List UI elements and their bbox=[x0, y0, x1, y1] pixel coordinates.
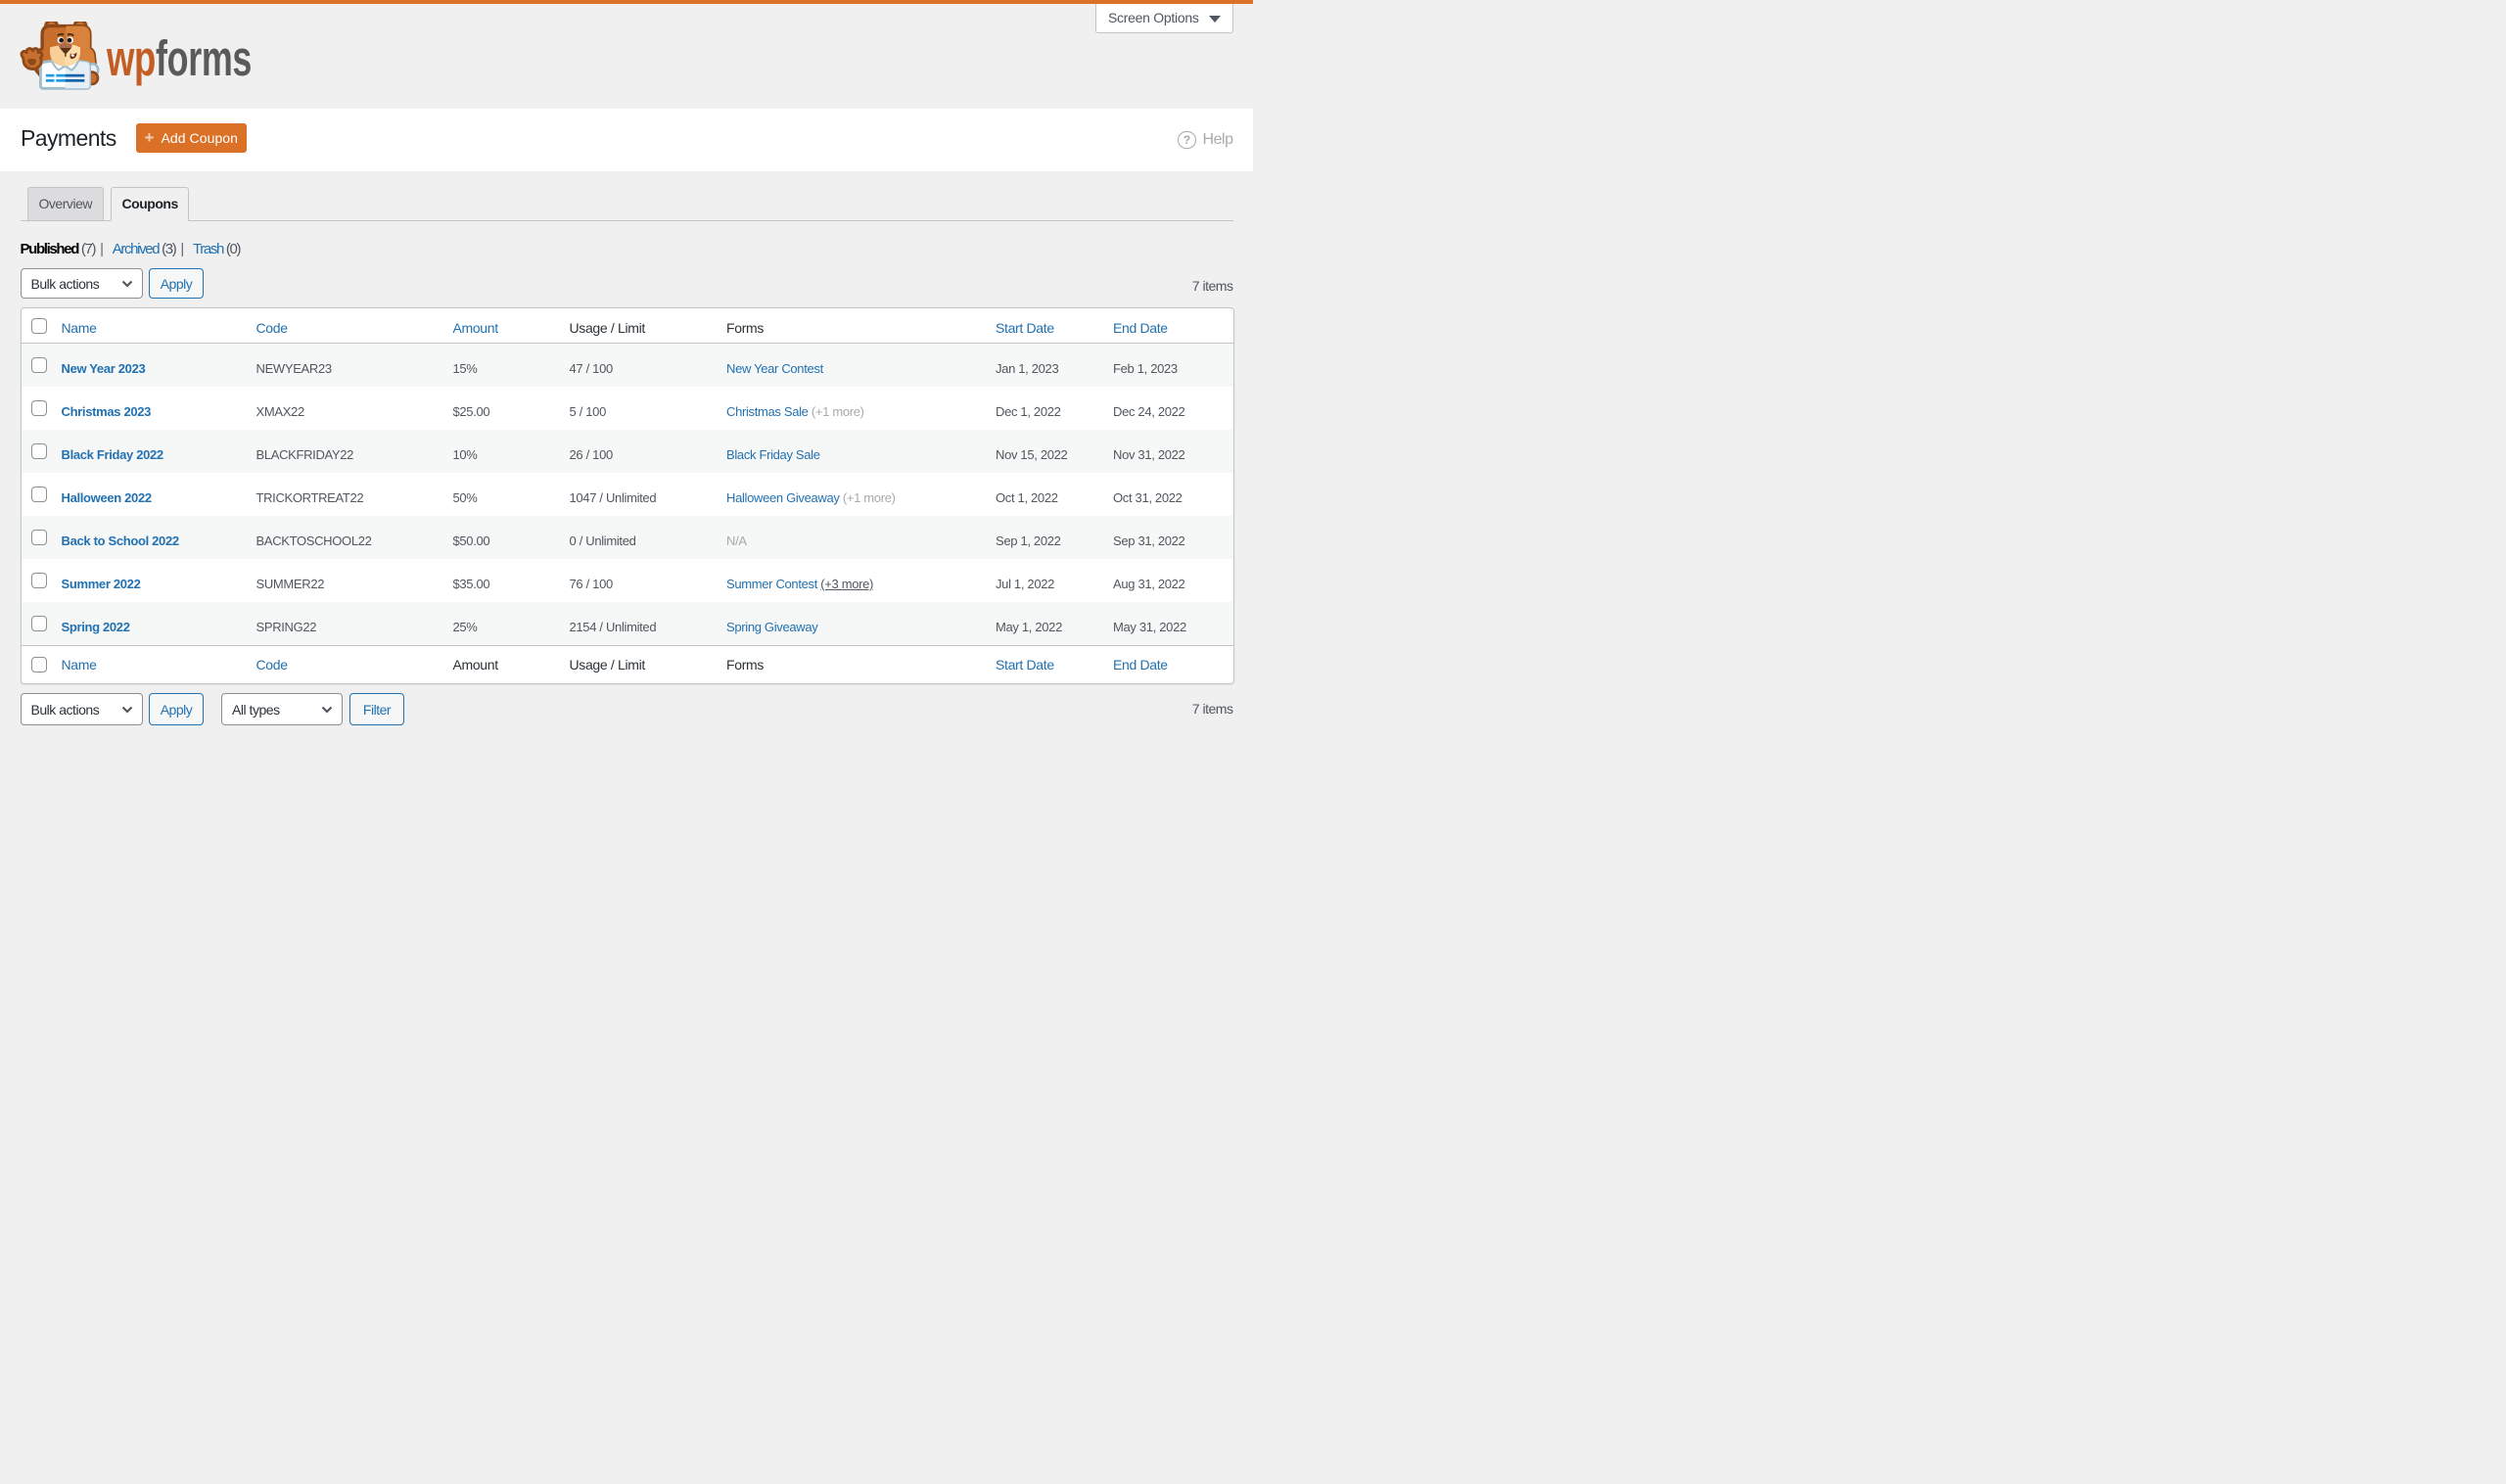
svg-text:forms: forms bbox=[156, 30, 252, 86]
svg-text:wp: wp bbox=[106, 30, 156, 86]
